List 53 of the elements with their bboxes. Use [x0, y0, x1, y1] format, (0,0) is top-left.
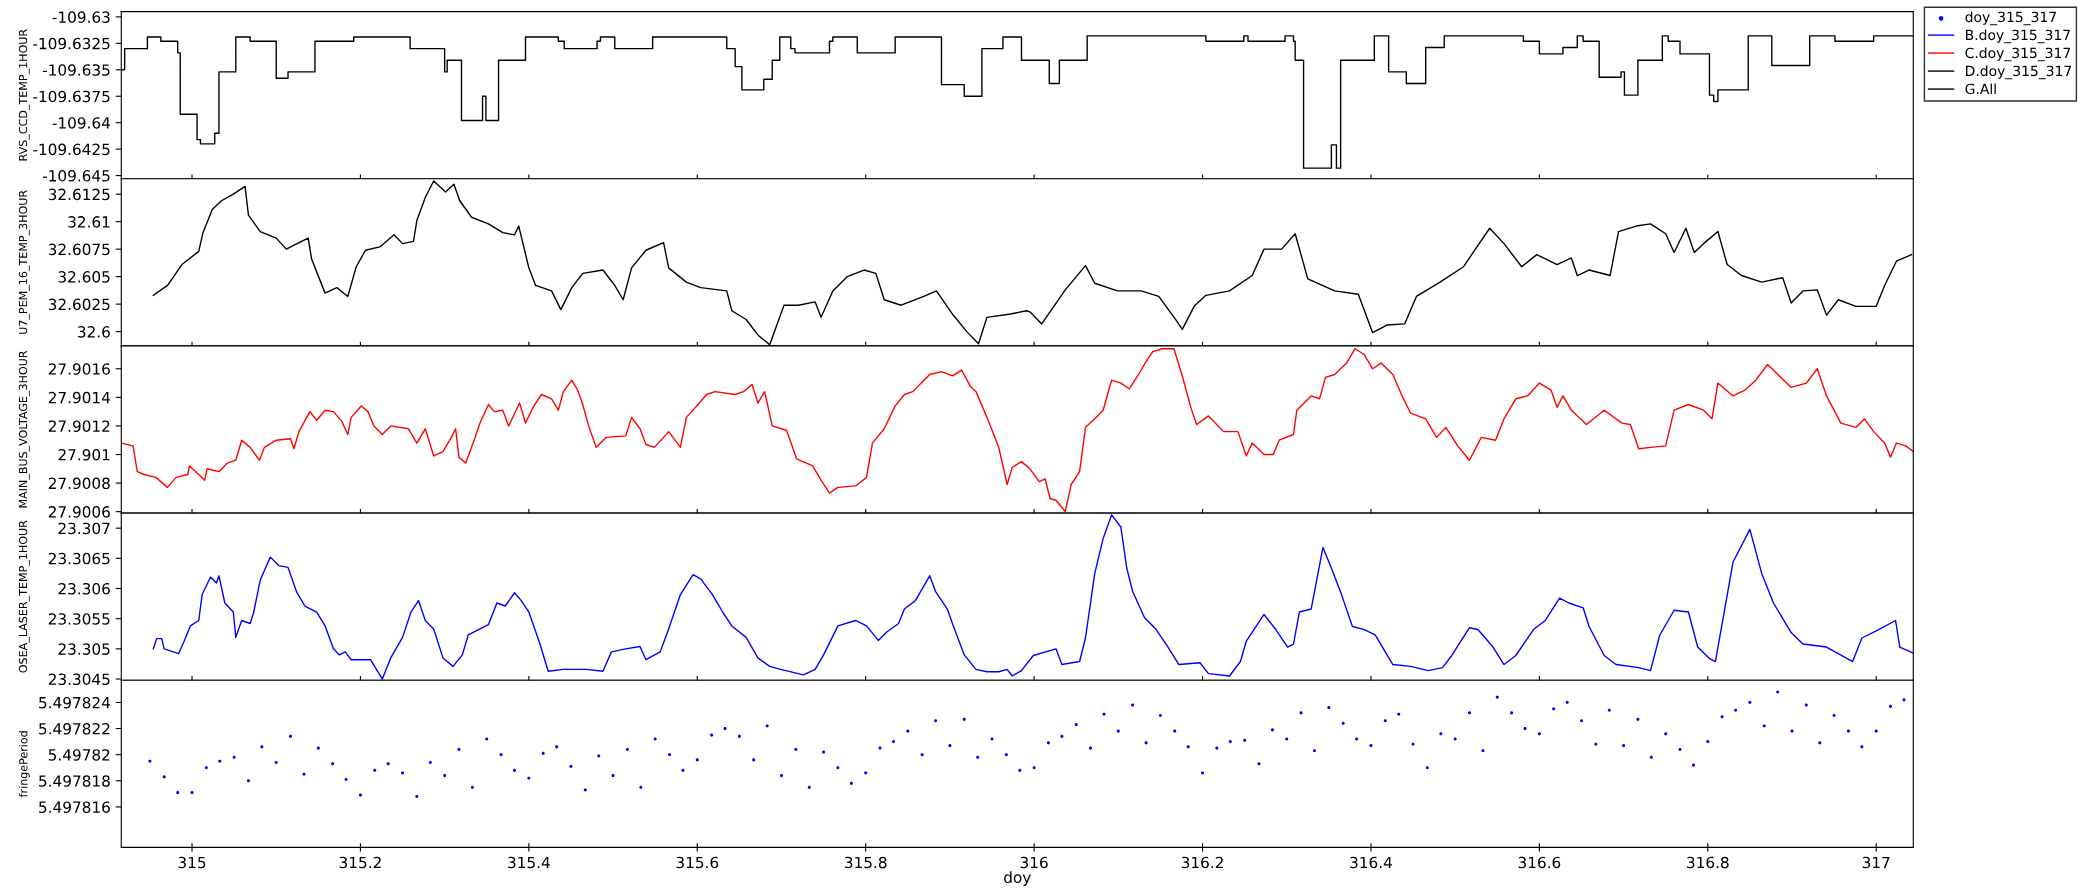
x-tick-label: 316.4	[1350, 856, 1392, 869]
y-tick-label: -109.63	[52, 11, 110, 23]
y-tick-label: 5.497818	[39, 775, 110, 787]
legend-label: G.All	[1965, 83, 1996, 95]
y-tick-label: 27.9008	[48, 477, 110, 490]
y-tick-label: 23.307	[58, 522, 110, 535]
y-tick-label: -109.645	[42, 170, 110, 182]
y-tick-label: 27.9012	[48, 420, 110, 432]
y-tick-label: -109.6325	[33, 37, 110, 50]
x-tick-label: 316.8	[1687, 856, 1729, 869]
y-tick-label: 27.9006	[48, 506, 110, 518]
x-axis-title: doy	[1004, 871, 1031, 886]
line-series	[152, 514, 1914, 680]
y-tick-label: 32.6025	[48, 298, 110, 311]
legend-label: B.doy_315_317	[1966, 29, 2070, 44]
x-tick-label: 315	[178, 856, 206, 869]
y-tick-label: 23.3045	[48, 673, 110, 686]
y-tick-label: 5.497822	[39, 723, 110, 735]
y-tick-label: 32.6075	[48, 243, 110, 256]
x-tick-label: 316.2	[1181, 856, 1223, 869]
y-tick-label: 32.6	[78, 326, 110, 338]
x-tick-label: 315.6	[676, 856, 719, 869]
y-axis-title: OSEA_LASER_TEMP_1HOUR	[18, 520, 30, 673]
x-tick-label: 315.4	[508, 856, 550, 869]
y-tick-label: -109.64	[52, 117, 110, 129]
legend-label: C.doy_315_317	[1965, 47, 2071, 62]
x-tick-label: 315.8	[844, 856, 887, 869]
y-tick-label: 23.3065	[48, 552, 110, 565]
y-tick-label: 27.9016	[48, 363, 110, 375]
y-tick-label: 5.49782	[48, 749, 110, 761]
y-tick-label: 32.6125	[48, 188, 110, 201]
y-tick-label: 23.306	[58, 582, 110, 595]
x-tick-label: 315.2	[339, 856, 381, 869]
y-axis-title: U7_PEM_16_TEMP_3HOUR	[18, 190, 30, 334]
y-tick-label: -109.6425	[33, 143, 110, 156]
y-tick-label: -109.635	[42, 64, 110, 76]
y-tick-label: 32.605	[58, 271, 110, 283]
y-tick-label: 23.305	[58, 643, 110, 655]
x-tick-label: 316	[1020, 856, 1048, 869]
y-axis-title: RVS_CCD_TEMP_1HOUR	[18, 29, 30, 161]
y-tick-label: 32.61	[68, 216, 110, 228]
y-tick-label: 23.3055	[48, 613, 110, 625]
y-tick-label: 27.901	[58, 448, 110, 461]
legend-label: doy_315_317	[1965, 11, 2056, 26]
y-tick-label: 5.497816	[39, 801, 110, 813]
y-axis-title: fringePeriod	[18, 731, 30, 798]
text: D.doy_315_317	[1966, 65, 2072, 80]
y-tick-label: -109.6375	[33, 90, 110, 103]
x-tick-label: 316.6	[1518, 856, 1561, 869]
y-tick-label: 27.9014	[48, 391, 110, 404]
y-axis-title: MAIN_BUS_VOLTAGE_3HOUR	[18, 350, 30, 508]
x-tick-label: 317	[1862, 856, 1890, 869]
y-tick-label: 5.497824	[39, 696, 110, 709]
